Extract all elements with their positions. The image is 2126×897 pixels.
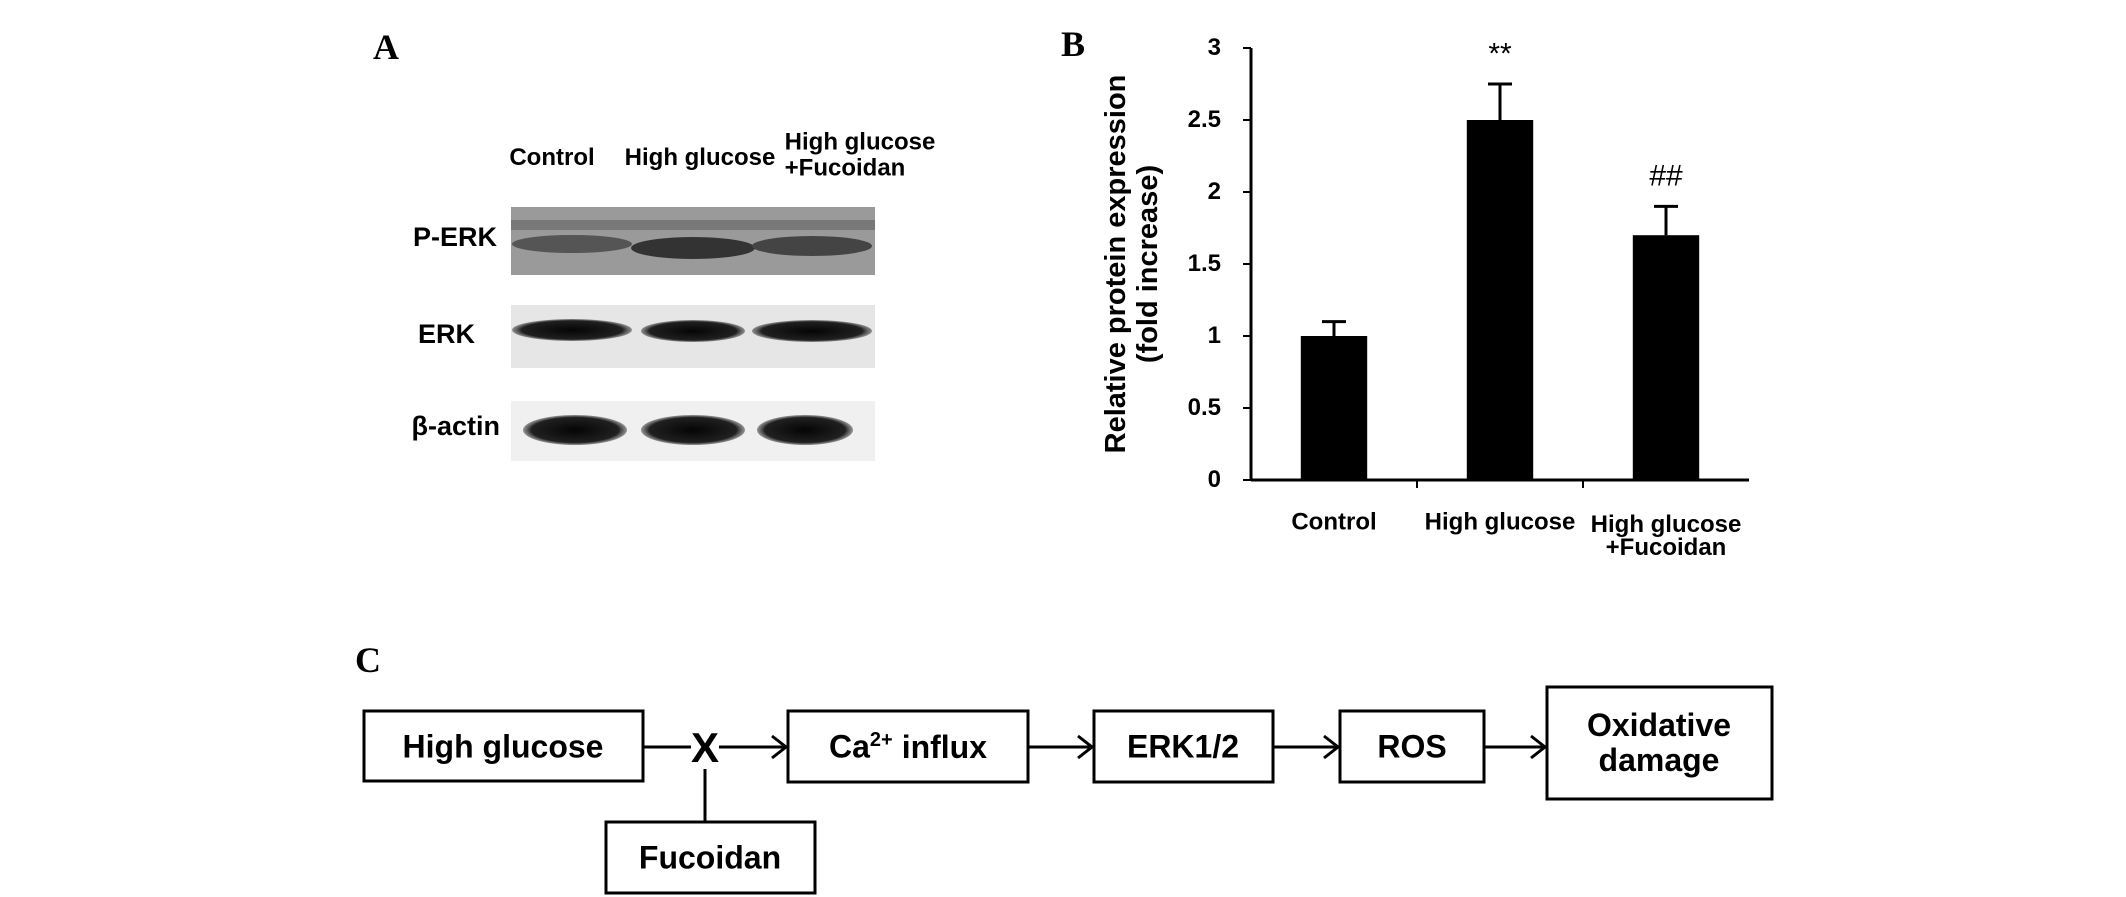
significance-mark: **: [1488, 37, 1512, 71]
y-tick-label: 2.5: [1187, 105, 1221, 133]
x-tick-label: High glucose: [1424, 508, 1576, 536]
y-tick-label: 1.5: [1187, 249, 1221, 277]
node-label: ERK1/2: [1126, 728, 1240, 765]
node-label: ROS: [1377, 728, 1447, 765]
panel-letter: B: [1060, 24, 1086, 65]
row-label: β-actin: [411, 411, 501, 442]
y-axis-label: Relative protein expression (fold increa…: [1100, 74, 1164, 454]
node-label: High glucose: [402, 728, 604, 765]
error-bar: [1488, 82, 1512, 120]
panel-letter: A: [373, 27, 399, 68]
block-mark: X: [690, 724, 720, 771]
y-tick-label: 1: [1207, 321, 1221, 349]
y-tick-label: 2: [1207, 177, 1221, 205]
row-label: ERK: [417, 319, 475, 350]
bar: [1300, 336, 1368, 480]
x-tick-label: Control: [1291, 508, 1377, 536]
node-text: influx: [901, 728, 988, 765]
lane-label: High glucose: [624, 143, 776, 171]
bar: [1466, 120, 1534, 480]
node-text: Ca: [828, 728, 870, 765]
significance-mark: ##: [1649, 159, 1683, 193]
bar: [1632, 235, 1700, 480]
pathway-diagram: [362, 685, 1774, 895]
node-label: Ca2+ influx: [829, 729, 987, 765]
blot-images: [511, 207, 875, 461]
error-bar: [1654, 204, 1678, 236]
y-tick-label: 0.5: [1187, 393, 1221, 421]
row-label: P-ERK: [412, 222, 497, 253]
panel-letter: C: [355, 640, 381, 681]
lane-label: High glucose +Fucoidan: [784, 128, 936, 182]
y-tick-label: 3: [1207, 33, 1221, 61]
y-tick-label: 0: [1207, 465, 1221, 493]
lane-label: Control: [509, 143, 595, 171]
node-label: Oxidative damage: [1586, 706, 1732, 778]
node-superscript: 2+: [869, 729, 893, 752]
error-bar: [1322, 320, 1346, 336]
node-label: Fucoidan: [638, 839, 782, 876]
x-tick-label: High glucose +Fucoidan: [1590, 511, 1742, 561]
